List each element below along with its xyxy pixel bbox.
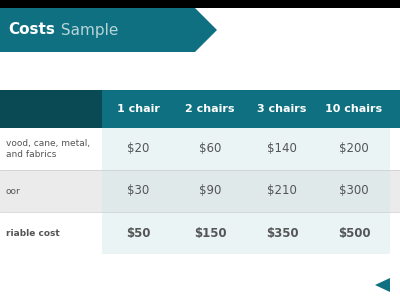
Bar — [0, 128, 400, 170]
Text: $300: $300 — [339, 184, 369, 197]
Bar — [102, 212, 174, 254]
Text: $140: $140 — [267, 142, 297, 155]
Bar — [0, 212, 400, 254]
Text: $210: $210 — [267, 184, 297, 197]
Text: 2 chairs: 2 chairs — [185, 104, 235, 114]
Text: oor: oor — [6, 187, 21, 196]
Polygon shape — [195, 8, 217, 52]
Bar — [0, 0, 400, 8]
Bar — [246, 90, 318, 128]
Text: $50: $50 — [126, 226, 150, 239]
Bar — [318, 90, 390, 128]
Text: Sample: Sample — [56, 22, 118, 38]
Text: 3 chairs: 3 chairs — [257, 104, 307, 114]
Bar — [318, 170, 390, 212]
Text: $60: $60 — [199, 142, 221, 155]
Bar — [246, 170, 318, 212]
Text: $150: $150 — [194, 226, 226, 239]
Text: $500: $500 — [338, 226, 370, 239]
Text: 1 chair: 1 chair — [116, 104, 160, 114]
Bar — [246, 128, 318, 170]
Text: $20: $20 — [127, 142, 149, 155]
Text: riable cost: riable cost — [6, 229, 60, 238]
Text: $350: $350 — [266, 226, 298, 239]
Bar — [174, 128, 246, 170]
Bar — [102, 90, 174, 128]
Bar — [318, 128, 390, 170]
Text: Costs: Costs — [8, 22, 55, 38]
Text: vood, cane, metal,
and fabrics: vood, cane, metal, and fabrics — [6, 139, 90, 159]
Polygon shape — [375, 278, 390, 292]
Bar — [102, 128, 174, 170]
Bar — [0, 254, 400, 300]
Bar — [174, 170, 246, 212]
Bar — [390, 90, 400, 128]
Text: $200: $200 — [339, 142, 369, 155]
Bar — [246, 212, 318, 254]
Bar — [0, 90, 102, 128]
Bar — [102, 170, 174, 212]
Bar — [0, 170, 400, 212]
Text: 10 chairs: 10 chairs — [326, 104, 382, 114]
Text: $30: $30 — [127, 184, 149, 197]
Bar — [174, 90, 246, 128]
Bar — [0, 52, 400, 90]
Bar — [174, 212, 246, 254]
Text: $90: $90 — [199, 184, 221, 197]
Bar — [318, 212, 390, 254]
Bar — [0, 8, 195, 52]
